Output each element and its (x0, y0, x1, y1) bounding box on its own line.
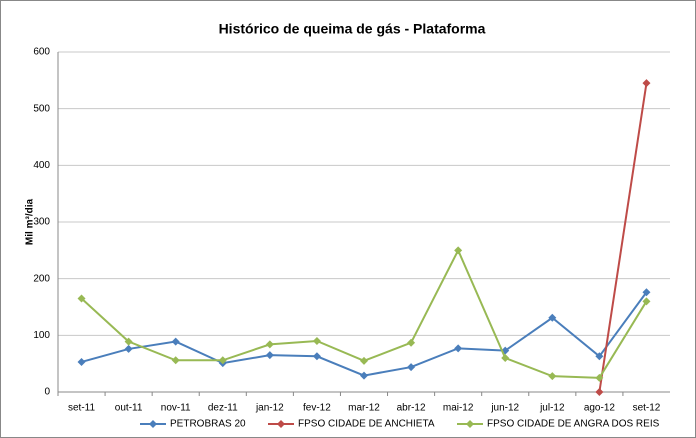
data-point (642, 79, 651, 88)
series-line (598, 83, 648, 393)
legend-label: PETROBRAS 20 (170, 419, 246, 430)
data-point (407, 363, 416, 372)
data-point (595, 373, 604, 382)
data-point (360, 356, 368, 365)
legend-marker (277, 420, 285, 428)
data-point (595, 352, 604, 361)
y-tick-label: 500 (33, 103, 50, 114)
data-point (407, 338, 416, 347)
chart-title: Histórico de queima de gás - Plataforma (219, 21, 486, 37)
legend-marker (466, 420, 474, 428)
data-point (501, 354, 510, 362)
data-point (124, 344, 133, 353)
x-tick-label: set-11 (68, 403, 95, 414)
data-point (454, 246, 463, 255)
data-point (642, 297, 651, 306)
y-tick-label: 100 (33, 330, 50, 341)
data-point (454, 344, 463, 353)
data-point (642, 288, 651, 297)
x-tick-label: nov-11 (161, 403, 191, 414)
x-tick-label: mar-12 (348, 403, 380, 414)
x-tick-label: fev-12 (303, 403, 331, 414)
legend-label: FPSO CIDADE DE ANCHIETA (298, 419, 435, 430)
x-tick-label: mai-12 (443, 403, 474, 414)
data-point (124, 337, 133, 346)
x-tick-label: jan-12 (255, 403, 284, 414)
y-axis-label: Mil m³/dia (25, 199, 36, 246)
data-point (218, 356, 227, 365)
x-tick-label: jun-12 (490, 403, 519, 414)
data-point (548, 372, 557, 381)
legend-label: FPSO CIDADE DE ANGRA DOS REIS (487, 419, 660, 430)
data-point (265, 340, 274, 349)
x-tick-label: jul-12 (539, 403, 565, 414)
data-point (548, 313, 557, 322)
y-tick-label: 600 (33, 47, 50, 58)
x-tick-label: out-11 (115, 403, 143, 414)
y-tick-label: 200 (33, 273, 50, 284)
data-point (171, 337, 180, 346)
data-point (360, 371, 368, 380)
y-tick-label: 300 (33, 217, 50, 228)
data-point (77, 357, 86, 366)
data-point (312, 352, 321, 361)
x-tick-label: dez-11 (208, 403, 238, 414)
data-point (595, 388, 604, 396)
y-tick-label: 0 (44, 387, 50, 398)
y-tick-label: 400 (33, 160, 50, 171)
x-tick-label: set-12 (633, 403, 661, 414)
x-tick-label: abr-12 (397, 403, 426, 414)
data-point (77, 294, 86, 303)
data-point (312, 337, 321, 345)
x-tick-label: ago-12 (584, 403, 616, 414)
legend-marker (149, 420, 157, 428)
data-point (265, 351, 274, 360)
data-point (171, 356, 180, 365)
